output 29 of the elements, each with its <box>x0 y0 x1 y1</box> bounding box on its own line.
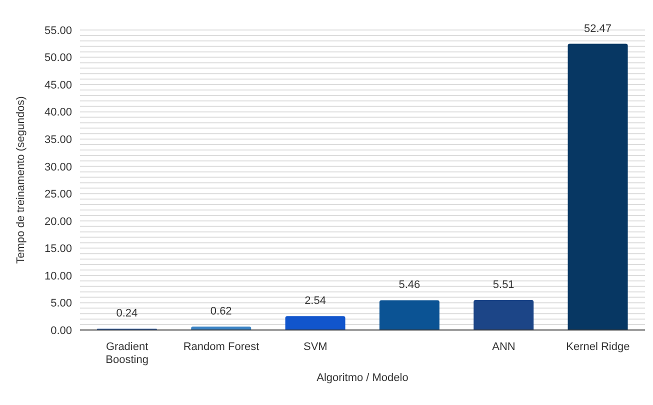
bar <box>474 300 534 330</box>
x-tick-label: Kernel Ridge <box>566 341 630 353</box>
y-tick-label: 30.00 <box>44 161 72 174</box>
x-tick-label: ANN <box>492 341 516 353</box>
y-tick-label: 10.00 <box>44 270 72 282</box>
data-label: 5.51 <box>492 278 514 291</box>
x-tick-label: SVM <box>303 341 328 353</box>
x-tick-label: Random Forest <box>183 341 260 353</box>
y-tick-label: 55.00 <box>44 24 72 37</box>
data-label: 0.24 <box>116 308 138 320</box>
data-label: 2.54 <box>304 295 326 308</box>
y-tick-label: 15.00 <box>44 243 72 256</box>
y-tick-label: 25.00 <box>44 188 72 201</box>
y-tick-label: 40.00 <box>44 106 72 119</box>
data-label: 52.47 <box>584 22 612 35</box>
y-tick-label: 5.00 <box>50 298 72 310</box>
y-tick-label: 0.00 <box>50 324 72 337</box>
x-axis-title: Algoritmo / Modelo <box>316 372 408 384</box>
y-tick-label: 35.00 <box>44 134 72 146</box>
bar <box>568 44 628 330</box>
y-axis-title: Tempo de treinamento (segundos) <box>14 96 27 264</box>
data-label: 5.46 <box>398 279 420 292</box>
data-label: 0.62 <box>210 306 232 318</box>
y-tick-label: 20.00 <box>44 216 72 228</box>
y-tick-label: 45.00 <box>44 79 72 92</box>
x-tick-label: Gradient Boosting <box>106 341 148 366</box>
y-tick-label: 50.00 <box>44 52 72 64</box>
bar <box>285 316 346 330</box>
bar <box>379 300 440 330</box>
